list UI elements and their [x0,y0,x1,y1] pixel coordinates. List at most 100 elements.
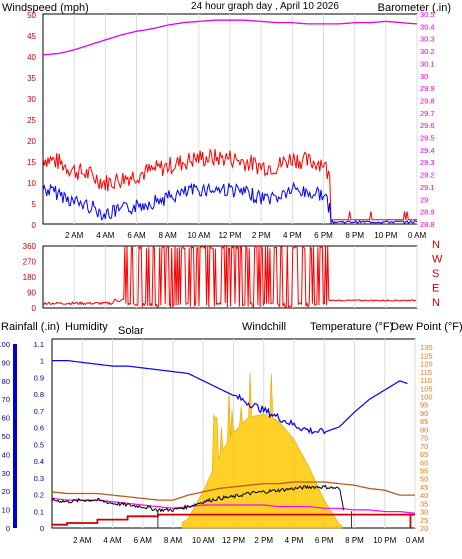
temperature-tick-label: 50 [420,475,428,484]
temperature-tick-label: 80 [420,425,428,434]
rainfall-axis-label: Rainfall (.in) [1,321,60,333]
time-label: 8 AM [159,231,178,240]
temperature-tick-label: 60 [420,458,428,467]
rainfall-tick-label: 0.2 [34,491,44,500]
temperature-tick-label: 115 [420,368,432,377]
time-label: 6 PM [314,231,333,240]
barometer-tick-label: 29.8 [420,96,435,105]
barometer-tick-label: 29.4 [420,146,435,155]
direction-tick-label: 270 [23,258,37,267]
humidity-tick-labels: 0 10 20 30 40 50 60 70 80 90 100 [0,340,10,533]
wind-plot-grid [73,14,418,224]
barometer-tick-label: 30.4 [420,22,435,31]
barometer-tick-label: 30.5 [420,10,435,19]
rainfall-line [52,513,415,526]
time-label: 10 AM [187,231,210,240]
windspeed-tick-label: 10 [27,179,36,188]
humidity-tick-label: 60 [2,414,10,423]
time-label: 6 AM [134,536,153,545]
windspeed-tick-label: 5 [32,200,37,209]
time-label: 4 PM [283,231,302,240]
graph-title: 24 hour graph day , April 10 2026 [191,1,339,12]
humidity-tick-label: 70 [2,395,10,404]
wind-average-line [42,181,418,225]
time-label: 4 PM [285,536,304,545]
temperature-tick-label: 35 [420,499,428,508]
barometer-tick-label: 29.3 [420,158,435,167]
barometer-tick-label: 29.1 [420,183,435,192]
barometer-tick-labels: 28.8 28.9 29 29.1 29.2 29.3 29.4 29.5 29.6 29.7 29… [420,10,435,229]
barometer-tick-label: 29.5 [420,134,435,143]
humidity-axis-label: Humidity [65,321,108,333]
rainfall-tick-label: 0.7 [34,407,44,416]
time-label: 12 PM [222,536,245,545]
temperature-tick-label: 20 [420,524,428,533]
time-label: 10 AM [192,536,215,545]
humidity-tick-label: 50 [2,432,10,441]
windspeed-tick-label: 25 [27,116,36,125]
thermo-time-labels: 2 AM 4 AM 6 AM 8 AM 10 AM 12 PM 2 PM 4 PM 6 PM 8 … [73,536,424,545]
windspeed-tick-label: 0 [32,221,37,230]
temperature-tick-label: 65 [420,450,428,459]
rainfall-tick-label: 0 [40,524,44,533]
barometer-tick-label: 30.2 [420,47,435,56]
rainfall-tick-labels: 0 0.1 0.2 0.3 0.4 0.5 0.6 0.7 0.8 0.9 1 1.1 [34,340,44,533]
rainfall-tick-label: 0.9 [34,373,44,382]
rainfall-tick-label: 1.1 [34,340,44,349]
time-label: 8 AM [164,536,183,545]
humidity-tick-label: 20 [2,487,10,496]
direction-tick-label: 180 [23,273,37,282]
windspeed-tick-label: 20 [27,137,36,146]
temperature-tick-label: 105 [420,384,433,393]
direction-tick-label: 0 [32,304,37,313]
humidity-tick-label: 30 [2,469,10,478]
rainfall-tick-label: 0.6 [34,424,44,433]
temperature-line [51,481,415,501]
wind-gust-line [42,148,417,221]
temperature-axis-label: Temperature (°F) [310,321,393,333]
time-label: 8 PM [345,231,364,240]
barometer-tick-label: 29 [420,195,428,204]
dewpoint-axis-label: Dew Point (°F) [391,321,462,333]
temperature-tick-label: 75 [420,434,428,443]
temperature-tick-label: 120 [420,360,433,369]
time-label: 2 PM [252,231,271,240]
rainfall-tick-label: 0.3 [34,474,44,483]
direction-tick-labels: 0 90 180 270 360 [23,242,37,313]
time-label: 10 PM [373,536,396,545]
humidity-tick-label: 100 [0,340,10,349]
rainfall-tick-label: 0.1 [34,507,44,516]
temperature-tick-label: 95 [420,401,428,410]
windspeed-tick-label: 35 [27,74,36,83]
humidity-tick-label: 40 [2,450,10,459]
time-label: 6 AM [127,231,146,240]
humidity-tick-label: 0 [6,524,10,533]
windspeed-tick-labels: 0 5 10 15 20 25 30 35 40 45 50 [27,11,36,230]
barometer-tick-label: 30 [420,72,428,81]
solar-label: Solar [118,325,144,337]
time-label: 0 AM [408,231,427,240]
windchill-line [51,484,345,513]
compass-letter: W [432,254,443,266]
time-label: 6 PM [315,536,334,545]
barometer-tick-label: 30.3 [420,35,435,44]
humidity-scale-bar [13,344,17,528]
barometer-line [42,19,418,56]
temperature-tick-labels: 2025303540455055606570758085909510010511… [420,343,433,533]
wind-time-labels: 2 AM 4 AM 6 AM 8 AM 10 AM 12 PM 2 PM 4 PM 6 PM 8 … [65,231,426,240]
rainfall-tick-label: 0.8 [34,390,44,399]
temperature-tick-label: 130 [420,343,433,352]
compass-letter: E [432,283,439,295]
temperature-tick-label: 70 [420,442,428,451]
temperature-tick-label: 40 [420,491,428,500]
time-label: 2 PM [254,536,273,545]
compass-letter: S [432,268,439,280]
humidity-tick-label: 10 [2,506,10,515]
direction-plot-series [42,244,417,309]
time-label: 8 PM [345,536,364,545]
temperature-tick-label: 55 [420,466,428,475]
barometer-tick-label: 29.7 [420,109,435,118]
humidity-line [52,360,408,435]
barometer-tick-label: 30.1 [420,59,435,68]
